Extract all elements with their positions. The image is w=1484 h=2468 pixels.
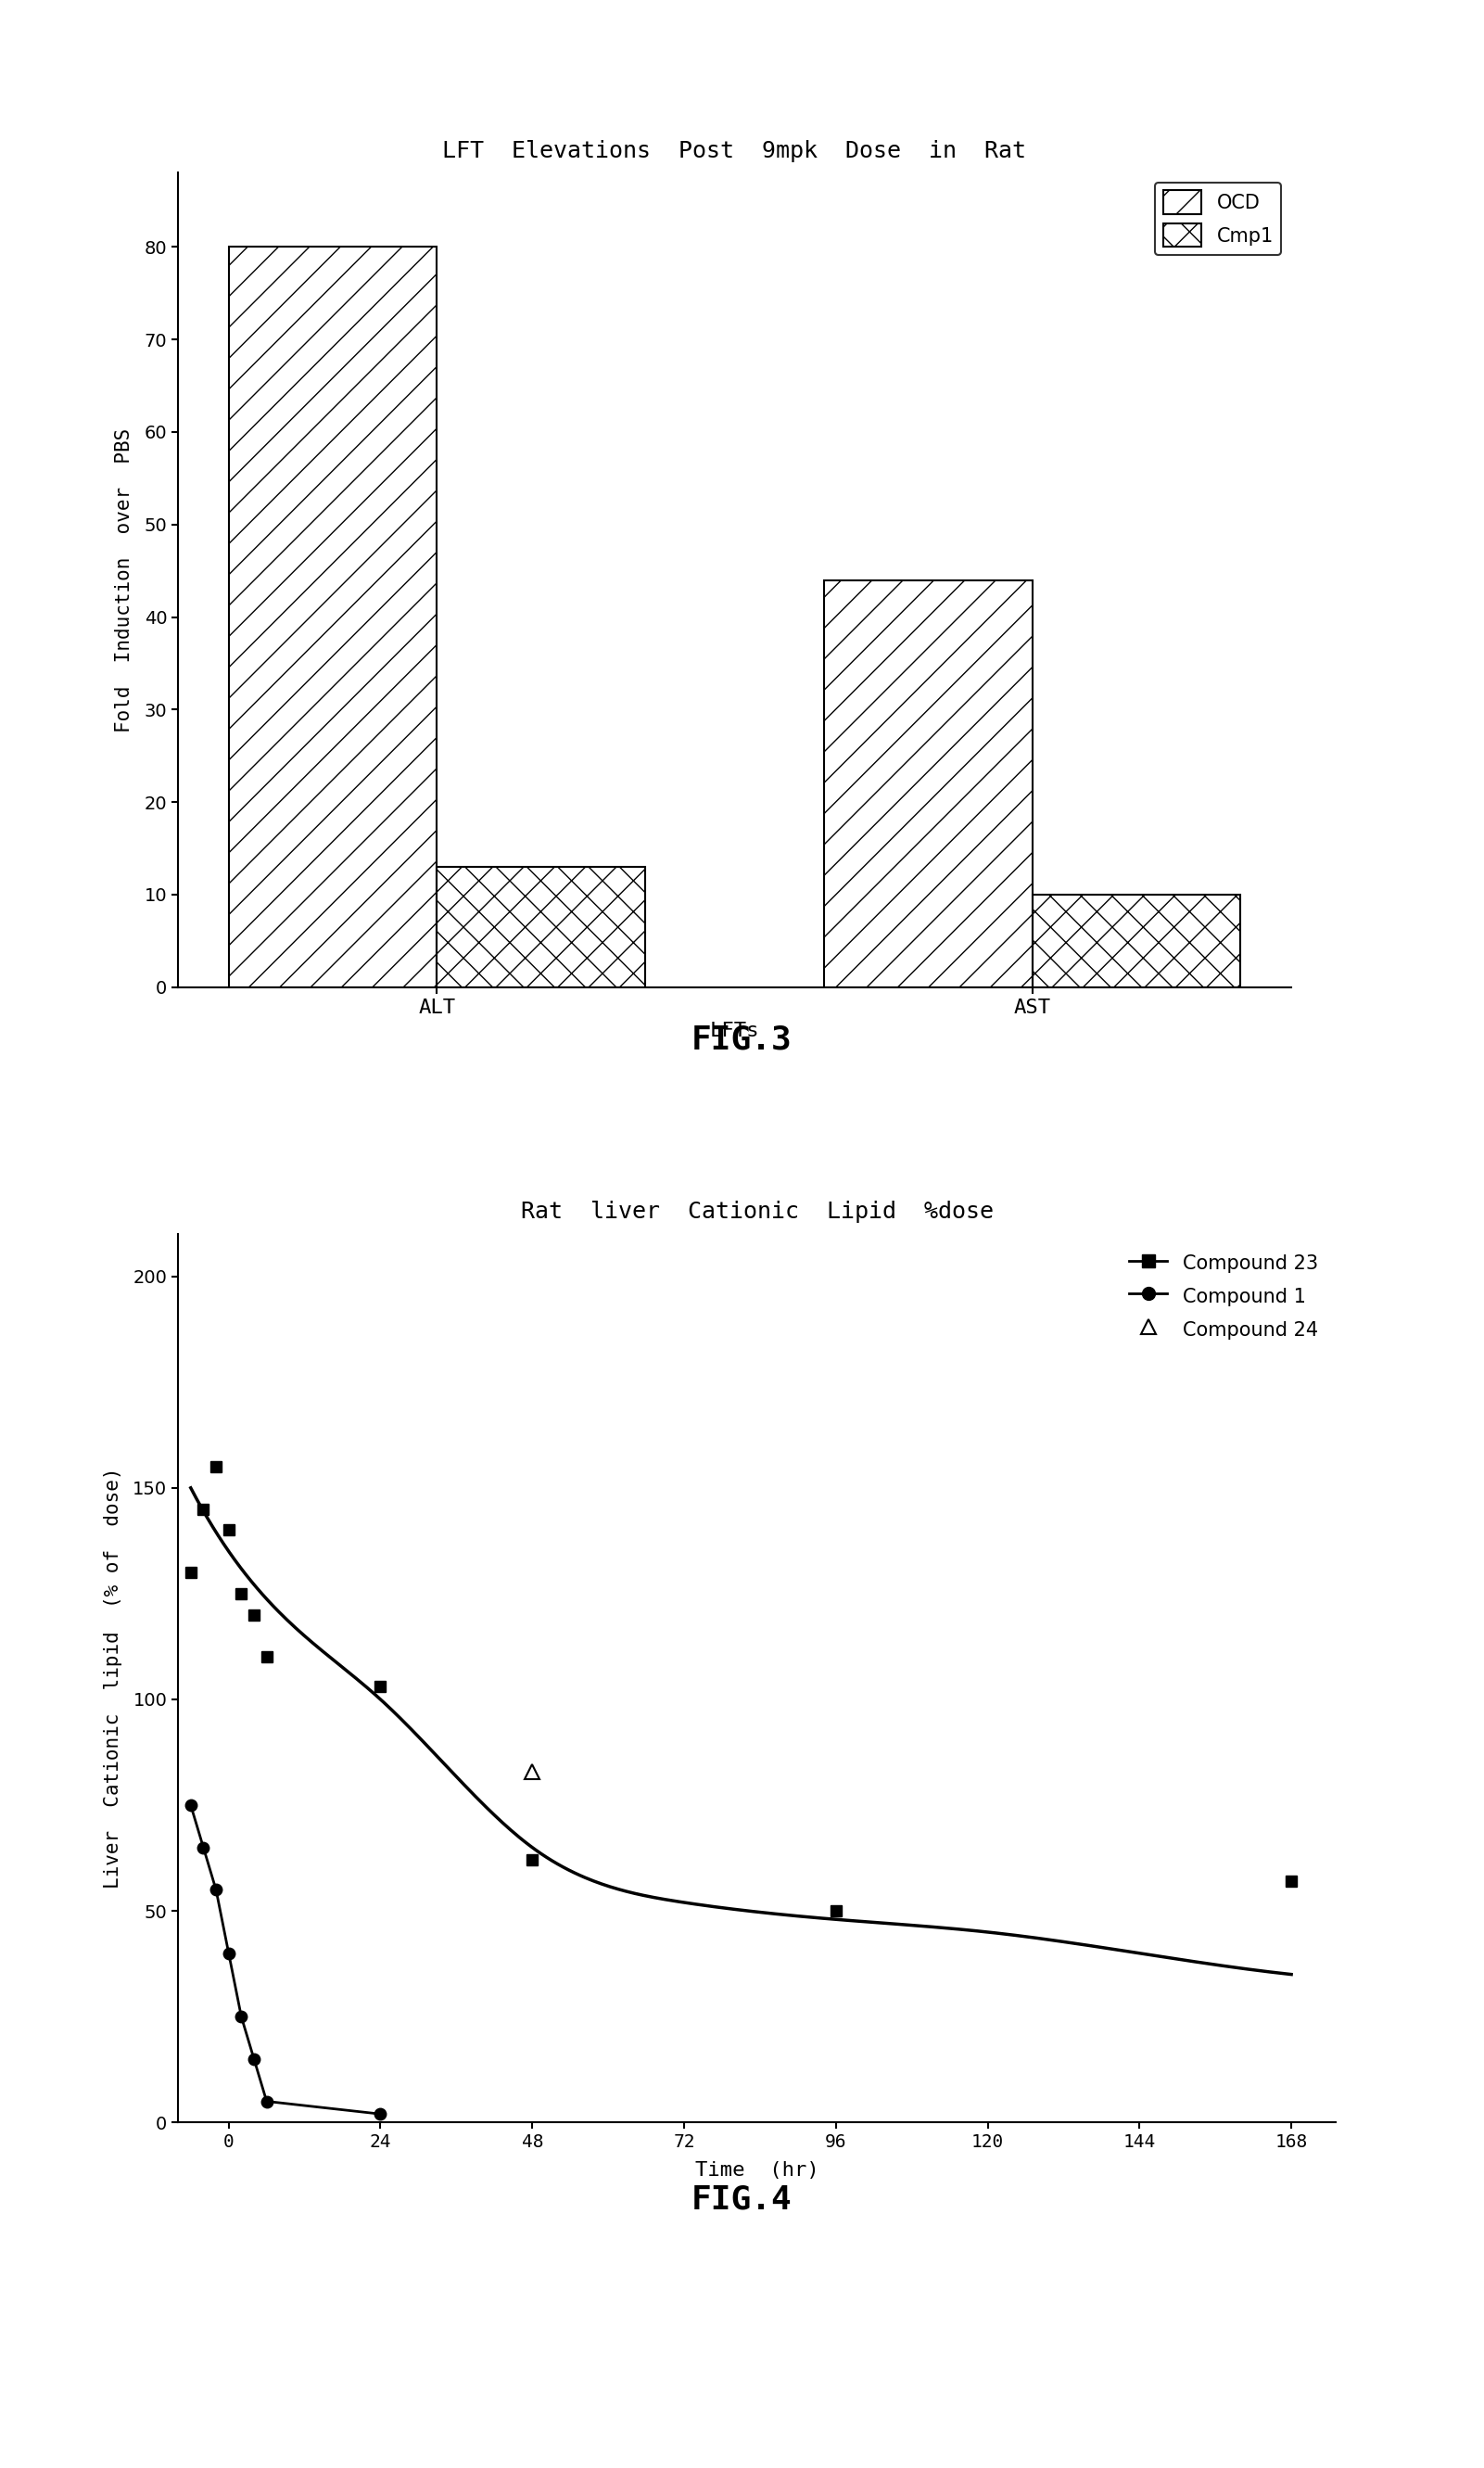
Y-axis label: Liver  Cationic  lipid  (% of  dose): Liver Cationic lipid (% of dose) xyxy=(104,1468,122,1888)
Compound 23 xyxy=(183,1557,200,1587)
Compound 23 xyxy=(245,1599,263,1629)
Compound 1 xyxy=(233,2002,251,2031)
Title: Rat  liver  Cationic  Lipid  %dose: Rat liver Cationic Lipid %dose xyxy=(521,1202,993,1224)
Compound 1 xyxy=(194,1834,212,1863)
Compound 1 xyxy=(183,1789,200,1819)
Compound 1 xyxy=(208,1876,226,1905)
Compound 1 xyxy=(258,2085,276,2115)
Compound 23 xyxy=(220,1515,237,1545)
Title: LFT  Elevations  Post  9mpk  Dose  in  Rat: LFT Elevations Post 9mpk Dose in Rat xyxy=(442,141,1027,163)
Compound 1 xyxy=(245,2044,263,2073)
Bar xyxy=(824,580,1033,987)
Y-axis label: Fold  Induction  over  PBS: Fold Induction over PBS xyxy=(116,427,134,733)
Line: Compound 23: Compound 23 xyxy=(186,1461,1297,1918)
Text: FIG.3: FIG.3 xyxy=(692,1024,792,1056)
Compound 23 xyxy=(524,1846,542,1876)
Compound 23 xyxy=(233,1580,251,1609)
Compound 1 xyxy=(220,1937,237,1967)
Legend: Compound 23, Compound 1, Compound 24: Compound 23, Compound 1, Compound 24 xyxy=(1120,1244,1325,1350)
Bar xyxy=(1033,893,1241,987)
X-axis label: Time  (hr): Time (hr) xyxy=(695,2162,819,2179)
Compound 23 xyxy=(208,1451,226,1481)
Compound 1 xyxy=(371,2100,389,2130)
Compound 23 xyxy=(371,1671,389,1700)
Bar xyxy=(436,866,646,987)
Text: FIG.4: FIG.4 xyxy=(692,2184,792,2216)
Compound 23 xyxy=(258,1641,276,1671)
Legend: OCD, Cmp1: OCD, Cmp1 xyxy=(1155,183,1281,254)
Compound 23 xyxy=(1282,1866,1300,1895)
Line: Compound 1: Compound 1 xyxy=(186,1799,386,2120)
Compound 23 xyxy=(194,1493,212,1523)
X-axis label: LFTs: LFTs xyxy=(709,1022,760,1041)
Compound 23 xyxy=(827,1895,844,1925)
Bar xyxy=(229,247,436,987)
